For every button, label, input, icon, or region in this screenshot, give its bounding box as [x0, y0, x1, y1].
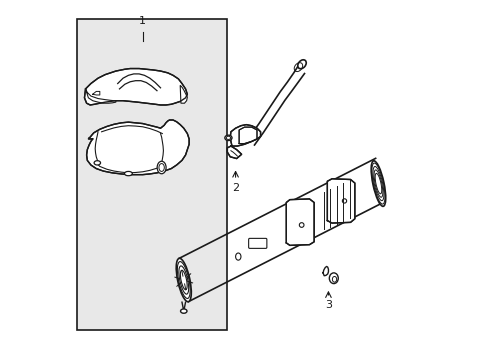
- Polygon shape: [326, 179, 354, 223]
- Polygon shape: [239, 127, 257, 144]
- Ellipse shape: [235, 253, 241, 260]
- Polygon shape: [285, 199, 313, 246]
- FancyBboxPatch shape: [248, 238, 266, 248]
- Polygon shape: [230, 125, 260, 146]
- Ellipse shape: [297, 60, 305, 69]
- Polygon shape: [84, 68, 187, 105]
- Polygon shape: [227, 146, 241, 158]
- Text: 2: 2: [231, 183, 239, 193]
- Ellipse shape: [124, 171, 132, 176]
- Ellipse shape: [94, 161, 101, 165]
- Polygon shape: [85, 89, 116, 103]
- Ellipse shape: [370, 161, 385, 206]
- Text: 1: 1: [139, 17, 146, 26]
- Text: 3: 3: [325, 300, 331, 310]
- Ellipse shape: [157, 161, 166, 174]
- Ellipse shape: [176, 258, 191, 302]
- Polygon shape: [180, 85, 187, 103]
- Ellipse shape: [224, 135, 231, 140]
- Ellipse shape: [180, 309, 186, 313]
- Ellipse shape: [328, 273, 338, 284]
- Bar: [77, 19, 226, 330]
- Polygon shape: [86, 120, 189, 175]
